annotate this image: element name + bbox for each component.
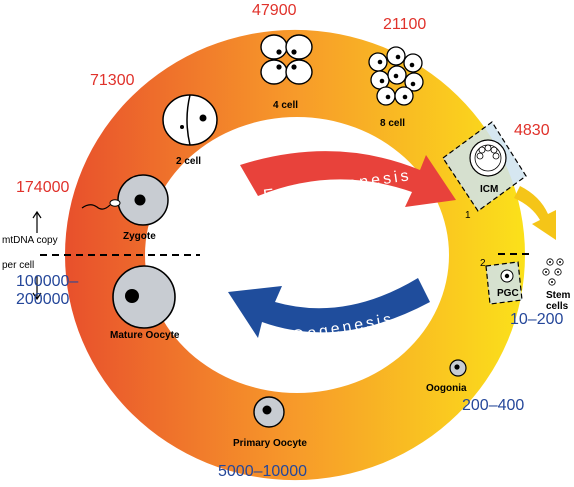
eight-cell-label: 8 cell [380, 118, 405, 129]
up-arrow [32, 210, 42, 233]
pgc-marker: 2 [480, 258, 486, 269]
stem-cells [542, 258, 564, 286]
copy-number-8cell: 21100 [383, 16, 426, 33]
pgc-label: PGC [497, 288, 519, 299]
zygote-label: Zygote [123, 231, 156, 242]
two-cell-embryo [162, 94, 218, 146]
developmental-ring [64, 29, 526, 481]
icm-label: ICM [480, 184, 498, 195]
primary-oocyte-label: Primary Oocyte [233, 438, 307, 449]
down-arrow [32, 276, 42, 301]
four-cell-embryo [260, 34, 313, 85]
four-cell-label: 4 cell [273, 100, 298, 111]
copy-number-pgc: 10–200 [510, 311, 563, 328]
zygote-cell [81, 174, 169, 226]
stem-cells-label-1: Stem [546, 290, 571, 301]
copy-number-2cell: 71300 [90, 72, 135, 89]
icm-box [442, 121, 527, 212]
stem-cells-label-2: cells [546, 301, 569, 312]
copy-number-4cell: 47900 [252, 2, 297, 19]
axis-label-line2: per cell [2, 260, 34, 271]
copy-number-zygote: 174000 [16, 179, 69, 196]
stem-cell-arrow [514, 186, 556, 240]
eight-cell-embryo [368, 46, 424, 106]
oogenesis-arrow: Oogenesis [228, 278, 430, 345]
mature-oocyte-cell [112, 265, 176, 329]
copy-number-mature-oocyte-1: 100000– [16, 273, 78, 290]
oogonia-cell [449, 359, 467, 377]
icm-marker: 1 [465, 210, 471, 221]
copy-number-oogonia: 200–400 [462, 397, 524, 414]
mature-oocyte-label: Mature Oocyte [110, 330, 180, 341]
copy-number-mature-oocyte-2: 200000 [16, 291, 69, 308]
two-cell-label: 2 cell [176, 156, 201, 167]
axis-label-line1: mtDNA copy [2, 235, 58, 246]
copy-number-primary-oocyte: 5000–10000 [218, 463, 307, 480]
pgc-box [485, 261, 523, 305]
primary-oocyte-cell [253, 396, 285, 428]
copy-number-icm: 4830 [514, 122, 550, 139]
oogonia-label: Oogonia [426, 383, 467, 394]
